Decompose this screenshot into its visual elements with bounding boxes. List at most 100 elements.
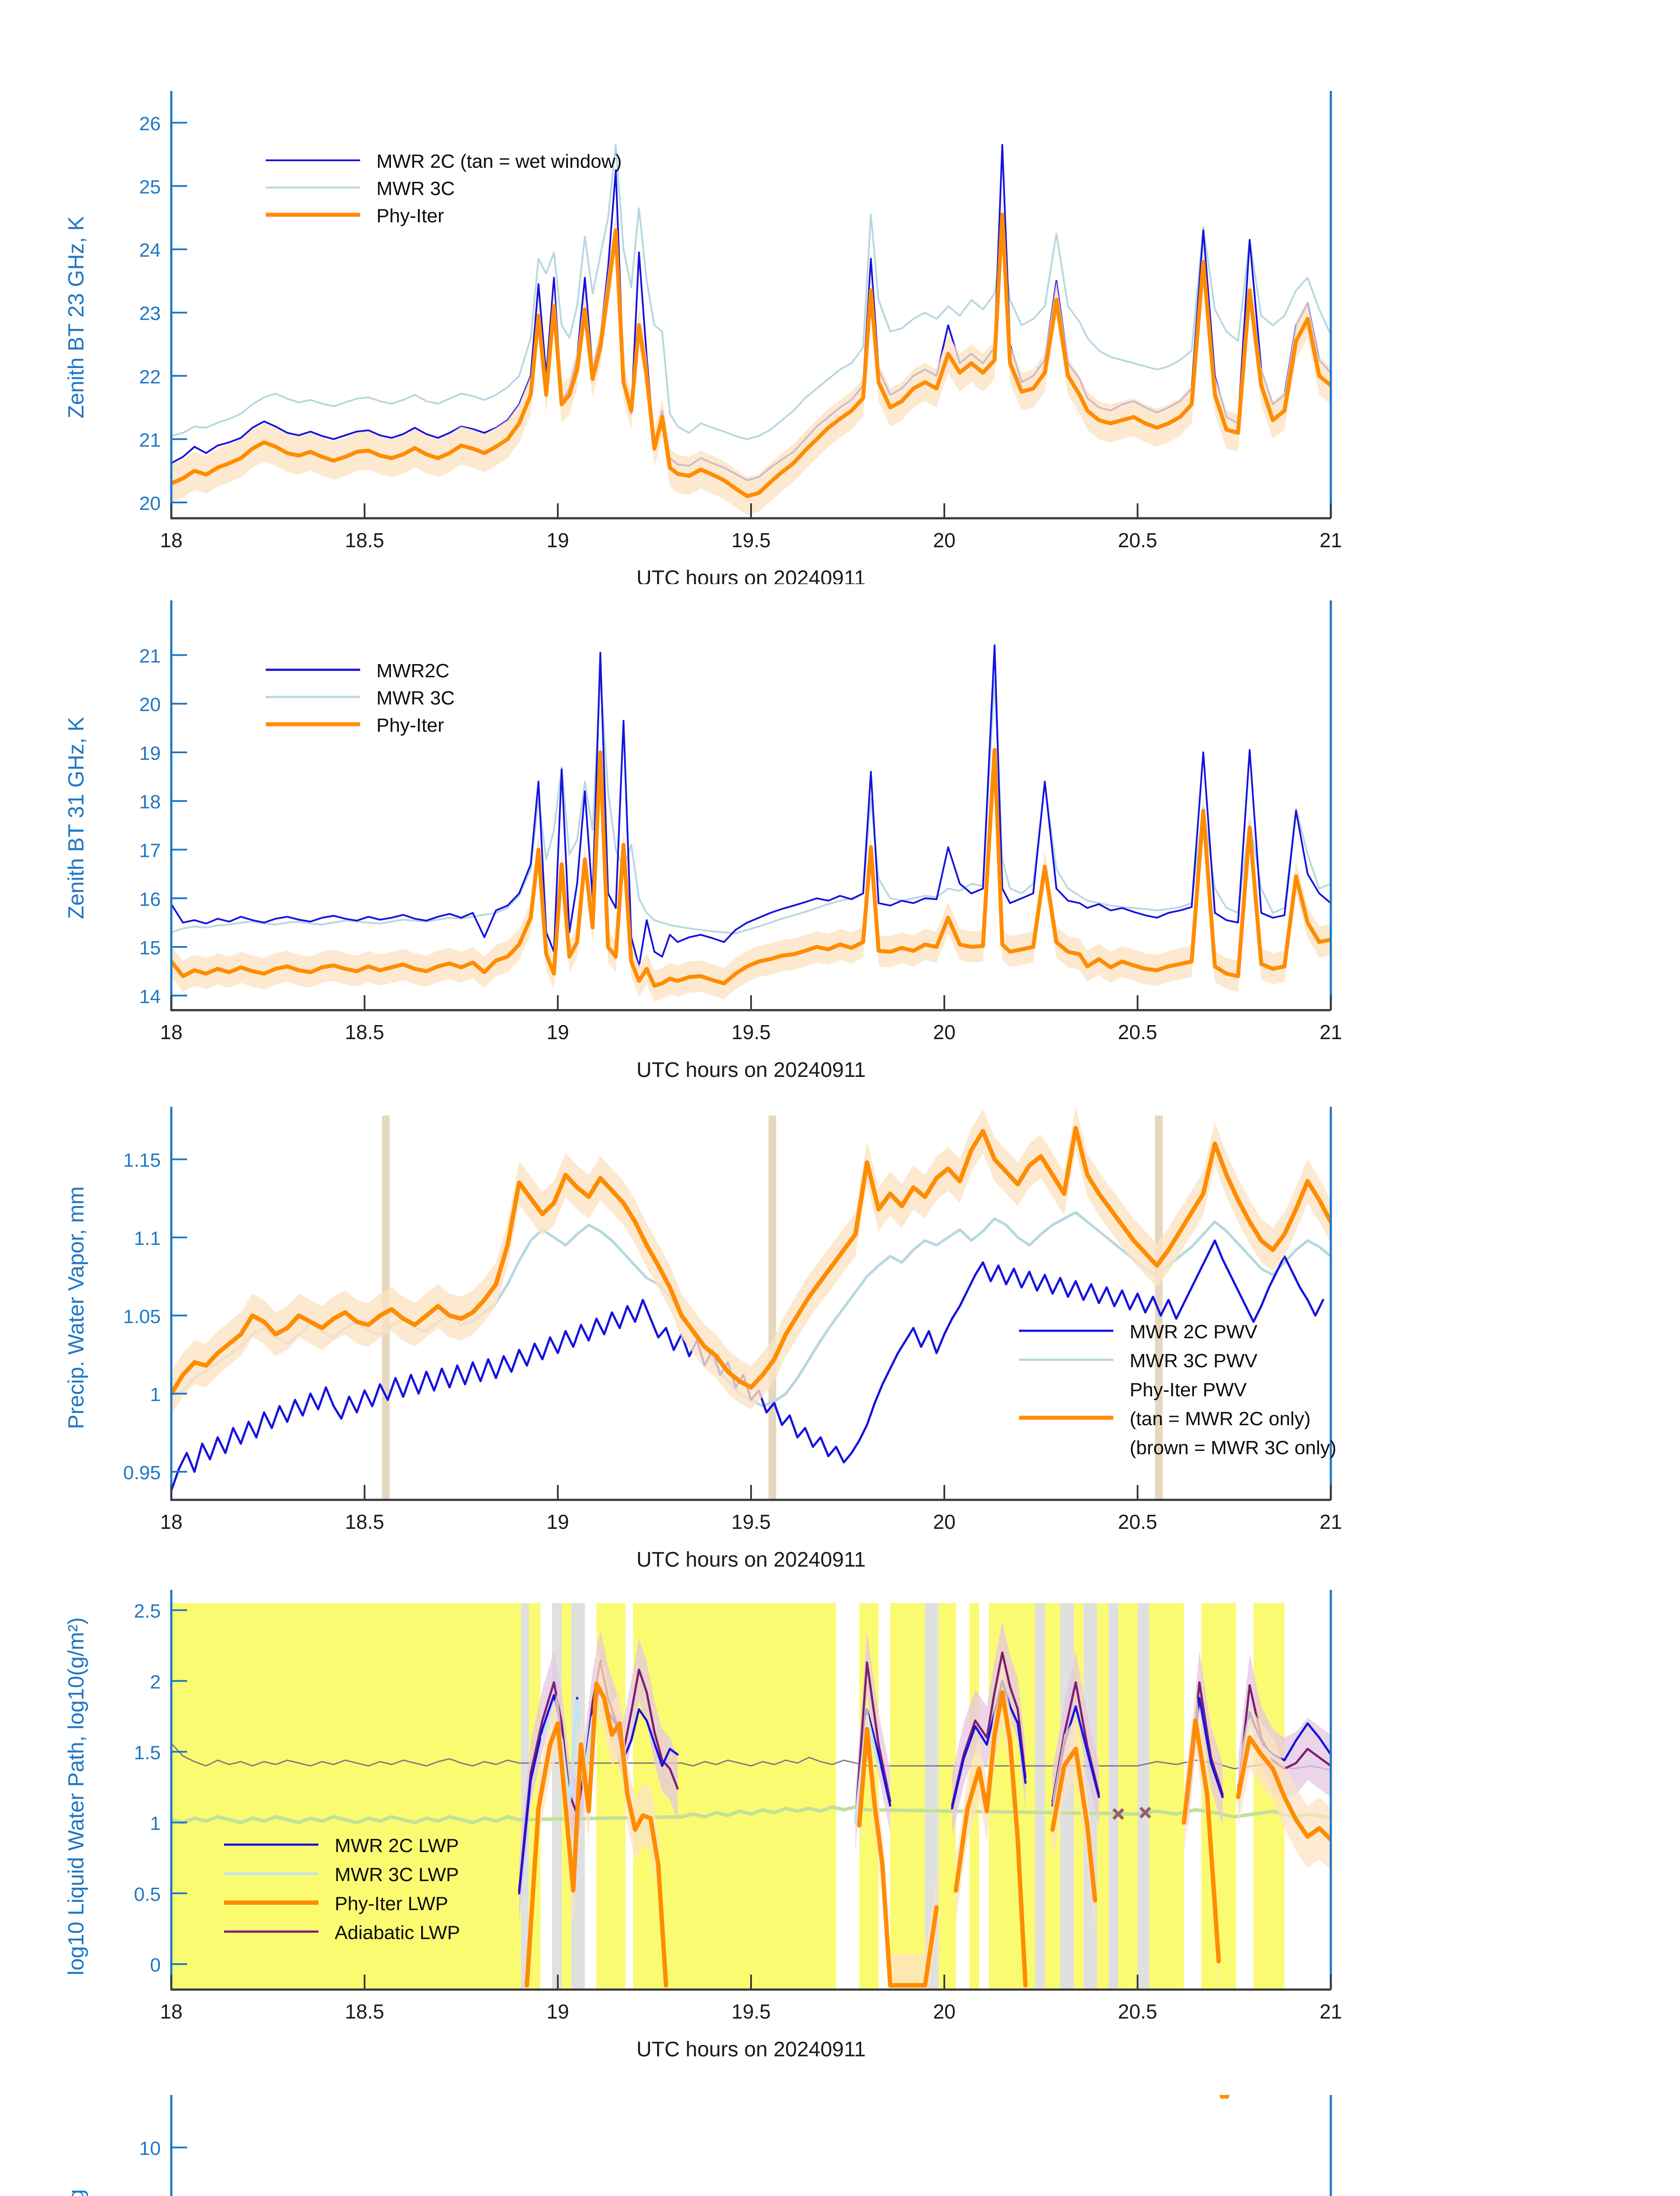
x-tick-label: 19 bbox=[546, 2000, 569, 2023]
legend-label: Phy-Iter bbox=[376, 715, 444, 736]
y-tick-label: 26 bbox=[139, 113, 161, 134]
y-tick-label: 0 bbox=[150, 1954, 161, 1976]
y-tick-label: 1 bbox=[150, 1384, 161, 1405]
legend: MWR2C MWR 3C Phy-Iter bbox=[266, 660, 455, 736]
y-tick-label: 0.95 bbox=[123, 1462, 161, 1484]
legend-label: (brown = MWR 3C only) bbox=[1130, 1437, 1337, 1459]
axes: 20 21 22 23 24 25 26 18 18.5 19 19.5 20 20.5 21 bbox=[139, 91, 1342, 552]
y-tick-label: 17 bbox=[139, 840, 161, 861]
x-tick-label: 18.5 bbox=[345, 529, 384, 552]
gray-band bbox=[1138, 1603, 1149, 1990]
x-tick-label: 21 bbox=[1319, 1021, 1342, 1044]
gray-band bbox=[1109, 1603, 1118, 1990]
x-tick-label: 20 bbox=[933, 529, 955, 552]
y-axis-label: Zenith BT 23 GHz, K bbox=[64, 216, 88, 418]
x-tick-label: 18.5 bbox=[345, 1510, 384, 1533]
series-group bbox=[171, 1107, 1331, 1492]
y-tick-label: 14 bbox=[139, 986, 161, 1008]
y-tick-label: 1.05 bbox=[123, 1306, 161, 1327]
legend-label: MWR 3C LWP bbox=[335, 1864, 459, 1885]
x-tick-label: 19 bbox=[546, 1021, 569, 1044]
yellow-band bbox=[1149, 1603, 1184, 1990]
y-tick-label: 16 bbox=[139, 889, 161, 910]
legend-label: (tan = MWR 2C only) bbox=[1130, 1408, 1311, 1430]
panel-bt23: 20 21 22 23 24 25 26 18 18.5 19 19.5 20 20.5 21 Zenith… bbox=[0, 0, 1680, 584]
x-tick-label: 21 bbox=[1319, 2000, 1342, 2023]
series-line bbox=[171, 644, 1331, 968]
y-tick-label: 2.5 bbox=[134, 1600, 161, 1622]
legend: MWR 2C LWP MWR 3C LWP Phy-Iter LWP Adiabati… bbox=[224, 1835, 460, 1943]
x-tick-label: 18 bbox=[160, 529, 182, 552]
y-tick-label: 20 bbox=[139, 493, 161, 514]
x-axis-label: UTC hours on 20240911 bbox=[636, 1548, 866, 1571]
legend: MWR 2C PWV MWR 3C PWV Phy-Iter PWV (tan = M… bbox=[1019, 1321, 1337, 1459]
series-group bbox=[171, 1621, 1331, 1990]
series-group bbox=[171, 644, 1331, 1002]
x-tick-label: 19 bbox=[546, 1510, 569, 1533]
y-tick-label: 15 bbox=[139, 937, 161, 959]
y-axis-label: Zenith BT 31 GHz, K bbox=[64, 717, 88, 919]
x-tick-label: 20 bbox=[933, 1510, 955, 1533]
x-tick-label: 19.5 bbox=[731, 1510, 771, 1533]
legend-label: MWR 2C LWP bbox=[335, 1835, 459, 1856]
x-tick-label: 18.5 bbox=[345, 1021, 384, 1044]
x-tick-label: 19.5 bbox=[731, 2000, 771, 2023]
y-tick-label: 25 bbox=[139, 177, 161, 198]
x-axis-label: UTC hours on 20240911 bbox=[636, 1058, 866, 1082]
yellow-band bbox=[171, 1603, 521, 1990]
yellow-band bbox=[1118, 1603, 1138, 1990]
y-tick-label: 24 bbox=[139, 240, 161, 261]
x-tick-label: 21 bbox=[1319, 1510, 1342, 1533]
y-tick-label: 18 bbox=[139, 791, 161, 813]
gray-band bbox=[521, 1603, 529, 1990]
legend-label: MWR2C bbox=[376, 660, 449, 682]
uncertainty-band bbox=[1238, 1706, 1331, 1871]
series-line bbox=[954, 1690, 1028, 1988]
outlier-marker bbox=[1112, 1808, 1124, 1820]
x-tick-label: 20.5 bbox=[1118, 529, 1157, 552]
series-line bbox=[1050, 1747, 1098, 1903]
x-axis-label: UTC hours on 20240911 bbox=[636, 567, 866, 584]
axes: 0 0.5 1 1.5 2 2.5 18 18.5 19 19.5 20 20.5 21 bbox=[134, 1590, 1342, 2023]
series-line bbox=[171, 1126, 1331, 1396]
series-line bbox=[854, 1661, 892, 1824]
legend: MWR 2C (tan = wet window) MWR 3C Phy-Iter bbox=[266, 151, 622, 227]
x-tick-label: 18 bbox=[160, 1021, 182, 1044]
x-tick-label: 19.5 bbox=[731, 529, 771, 552]
legend-label: MWR 3C bbox=[376, 687, 455, 709]
x-tick-label: 18 bbox=[160, 2000, 182, 2023]
uncertainty-band bbox=[171, 734, 1331, 1002]
y-tick-label: 1 bbox=[150, 1813, 161, 1835]
y-tick-label: 1.1 bbox=[134, 1228, 161, 1249]
y-axis-label: log10 Liquid Water Path, log10(g/m²) bbox=[64, 1617, 88, 1975]
panel-pwv: 0.95 1 1.05 1.1 1.15 18 18.5 19 19.5 20 20.5 21 Prec… bbox=[0, 1107, 1680, 1590]
series-line bbox=[951, 1651, 1027, 1807]
axes: 0.95 1 1.05 1.1 1.15 18 18.5 19 19.5 20 20.5 21 bbox=[123, 1107, 1342, 1533]
y-axis-label: Precip. Water Vapor, mm bbox=[64, 1186, 88, 1429]
legend-label: Phy-Iter LWP bbox=[335, 1893, 448, 1914]
series-line bbox=[524, 1681, 668, 1988]
tan-band bbox=[1155, 1116, 1163, 1500]
series-line bbox=[171, 212, 1331, 498]
series-line bbox=[171, 748, 1331, 988]
x-tick-label: 18.5 bbox=[345, 2000, 384, 2023]
y-tick-label: 1.5 bbox=[134, 1742, 161, 1763]
x-tick-label: 20.5 bbox=[1118, 1510, 1157, 1533]
uncertainty-band bbox=[855, 1631, 890, 1854]
legend-label: Phy-Iter bbox=[376, 205, 444, 227]
x-tick-label: 20.5 bbox=[1118, 2000, 1157, 2023]
tan-band bbox=[768, 1116, 777, 1500]
series-group bbox=[1219, 2095, 1230, 2099]
y-axis-label: MWR Phy Iter DQ Flag bbox=[64, 2189, 88, 2196]
legend-label: MWR 2C (tan = wet window) bbox=[376, 151, 622, 172]
outlier-marker bbox=[1139, 1806, 1152, 1819]
uncertainty-band bbox=[527, 1652, 666, 1990]
legend-label: MWR 2C PWV bbox=[1130, 1321, 1258, 1343]
y-tick-label: 10 bbox=[139, 2138, 161, 2159]
series-line bbox=[857, 1726, 939, 1988]
legend-label: Adiabatic LWP bbox=[335, 1922, 460, 1943]
y-tick-label: 0.5 bbox=[134, 1884, 161, 1905]
